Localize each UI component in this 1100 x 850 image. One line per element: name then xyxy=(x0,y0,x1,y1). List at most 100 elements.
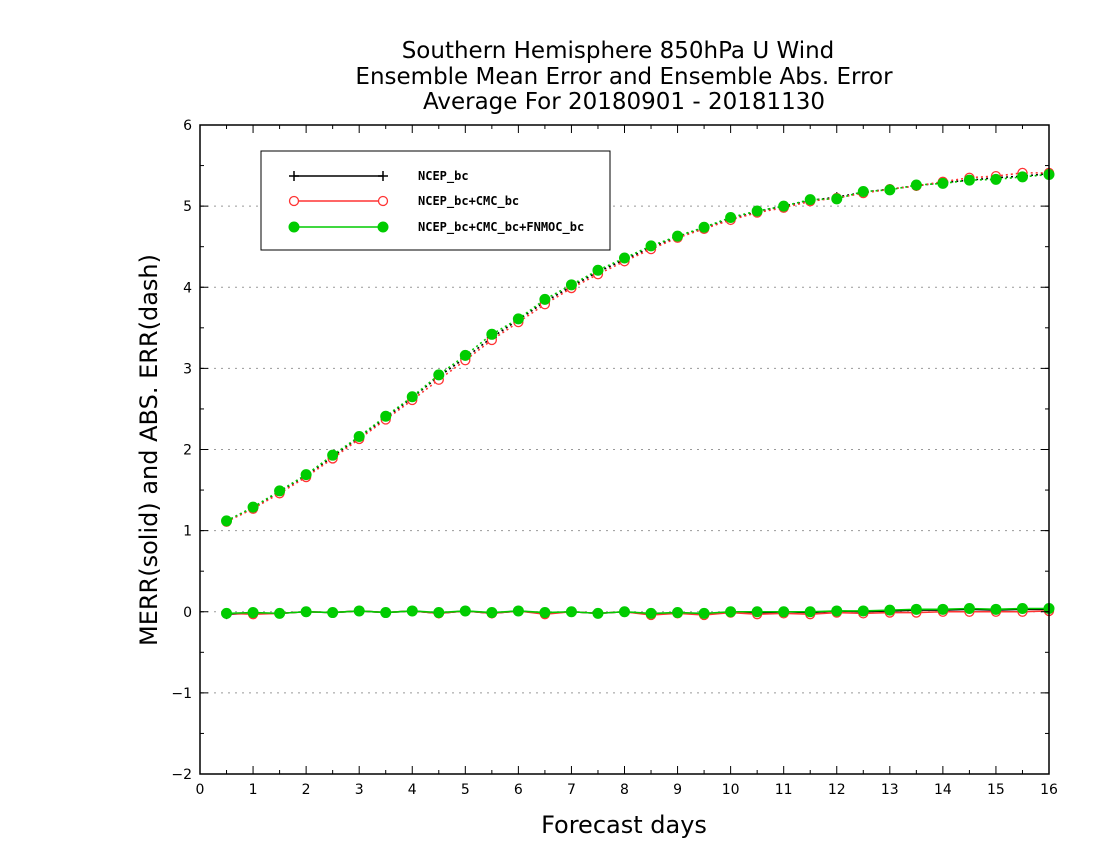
open-circle-marker xyxy=(288,195,300,207)
legend-label: NCEP_bc+CMC_bc+FNMOC_bc xyxy=(418,220,584,235)
y-tick-label: 4 xyxy=(183,280,192,296)
filled-circle-marker xyxy=(1016,603,1028,615)
filled-circle-marker xyxy=(778,200,790,212)
filled-circle-marker xyxy=(857,605,869,617)
y-tick-label: 1 xyxy=(183,524,192,540)
filled-circle-marker xyxy=(300,469,312,481)
legend: NCEP_bc NCEP_bc+CMC_bc NCEP_bc+CMC_bc+FNMO… xyxy=(260,150,611,251)
y-tick-label: 5 xyxy=(183,199,192,215)
x-tick-label: 2 xyxy=(302,782,311,798)
x-tick-label: 7 xyxy=(567,782,576,798)
filled-circle-marker xyxy=(778,606,790,618)
filled-circle-marker xyxy=(937,177,949,189)
filled-circle-marker xyxy=(565,279,577,291)
plus-marker xyxy=(378,171,388,181)
filled-circle-marker xyxy=(433,607,445,619)
filled-circle-marker xyxy=(512,313,524,325)
filled-circle-marker xyxy=(221,515,233,527)
filled-circle-marker xyxy=(486,607,498,619)
x-tick-label: 0 xyxy=(196,782,205,798)
filled-circle-marker xyxy=(751,606,763,618)
filled-circle-marker xyxy=(433,369,445,381)
filled-circle-marker xyxy=(247,501,259,513)
filled-circle-marker xyxy=(539,607,551,619)
title-line-1: Southern Hemisphere 850hPa U Wind xyxy=(402,38,835,64)
filled-circle-marker xyxy=(327,607,339,619)
filled-circle-marker xyxy=(910,179,922,191)
filled-circle-marker xyxy=(672,607,684,619)
filled-circle-marker xyxy=(380,607,392,619)
filled-circle-marker xyxy=(1016,171,1028,183)
title-line-3: Average For 20180901 - 20181130 xyxy=(423,89,825,115)
title-line-2: Ensemble Mean Error and Ensemble Abs. Er… xyxy=(355,64,893,90)
filled-circle-marker xyxy=(274,485,286,497)
filled-circle-marker xyxy=(619,606,630,618)
filled-circle-marker xyxy=(910,603,922,615)
filled-circle-marker xyxy=(353,605,365,617)
filled-circle-marker xyxy=(831,193,843,205)
x-tick-label: 4 xyxy=(408,782,417,798)
filled-circle-marker xyxy=(884,184,896,196)
y-tick-label: 6 xyxy=(183,118,192,134)
filled-circle-marker xyxy=(380,410,392,422)
axis-ticks xyxy=(199,124,1050,775)
filled-circle-marker xyxy=(221,607,233,619)
filled-circle-marker xyxy=(804,194,816,206)
series-layer xyxy=(221,167,1055,621)
filled-circle-marker xyxy=(884,604,896,616)
filled-circle-marker xyxy=(406,391,418,403)
series-2 xyxy=(221,168,1055,619)
filled-circle-marker xyxy=(486,328,498,340)
y-tick-label: 0 xyxy=(183,605,192,621)
filled-circle-marker xyxy=(288,221,300,233)
y-tick-label: 2 xyxy=(183,443,192,459)
y-tick-label: 3 xyxy=(183,361,192,377)
filled-circle-marker xyxy=(990,603,1002,615)
x-tick-label: 16 xyxy=(1040,782,1058,798)
x-tick-label: 13 xyxy=(881,782,899,798)
y-tick-label: −1 xyxy=(171,686,192,702)
x-tick-label: 3 xyxy=(355,782,364,798)
x-tick-label: 1 xyxy=(249,782,258,798)
filled-circle-marker xyxy=(274,607,286,619)
plus-marker xyxy=(289,171,299,181)
filled-circle-marker xyxy=(963,174,975,186)
x-tick-label: 11 xyxy=(775,782,793,798)
filled-circle-marker xyxy=(247,607,259,619)
y-axis-label: MERR(solid) and ABS. ERR(dash) xyxy=(135,254,163,646)
filled-circle-marker xyxy=(698,607,710,619)
x-tick-label: 12 xyxy=(828,782,846,798)
filled-circle-marker xyxy=(459,605,471,617)
filled-circle-marker xyxy=(937,603,949,615)
filled-circle-marker xyxy=(406,605,418,617)
filled-circle-marker xyxy=(353,431,365,443)
filled-circle-marker xyxy=(512,605,524,617)
filled-circle-marker xyxy=(645,240,657,252)
y-tick-labels: −2 −1 0 1 2 3 4 5 6 xyxy=(171,118,192,783)
filled-circle-marker xyxy=(539,293,551,305)
x-tick-label: 5 xyxy=(461,782,470,798)
filled-circle-marker xyxy=(990,173,1002,185)
filled-circle-marker xyxy=(565,606,577,618)
filled-circle-marker xyxy=(327,449,339,461)
x-axis-label: Forecast days xyxy=(541,811,707,839)
x-tick-labels: 0 1 2 3 4 5 6 7 8 9 10 11 12 13 14 15 16 xyxy=(196,782,1058,798)
filled-circle-marker xyxy=(645,607,657,619)
x-tick-label: 9 xyxy=(673,782,682,798)
x-tick-label: 14 xyxy=(934,782,952,798)
x-tick-label: 6 xyxy=(514,782,523,798)
filled-circle-marker xyxy=(377,221,389,233)
filled-circle-marker xyxy=(725,211,737,223)
x-tick-label: 15 xyxy=(987,782,1005,798)
filled-circle-marker xyxy=(831,605,843,617)
x-tick-label: 10 xyxy=(722,782,740,798)
filled-circle-marker xyxy=(857,186,869,198)
filled-circle-marker xyxy=(672,230,684,242)
open-circle-marker xyxy=(377,195,389,207)
filled-circle-marker xyxy=(300,606,312,618)
chart-title: Southern Hemisphere 850hPa U Wind Ensemb… xyxy=(355,38,893,115)
legend-label: NCEP_bc xyxy=(418,169,469,184)
y-tick-label: −2 xyxy=(171,767,192,783)
grid-lines xyxy=(200,205,1049,694)
